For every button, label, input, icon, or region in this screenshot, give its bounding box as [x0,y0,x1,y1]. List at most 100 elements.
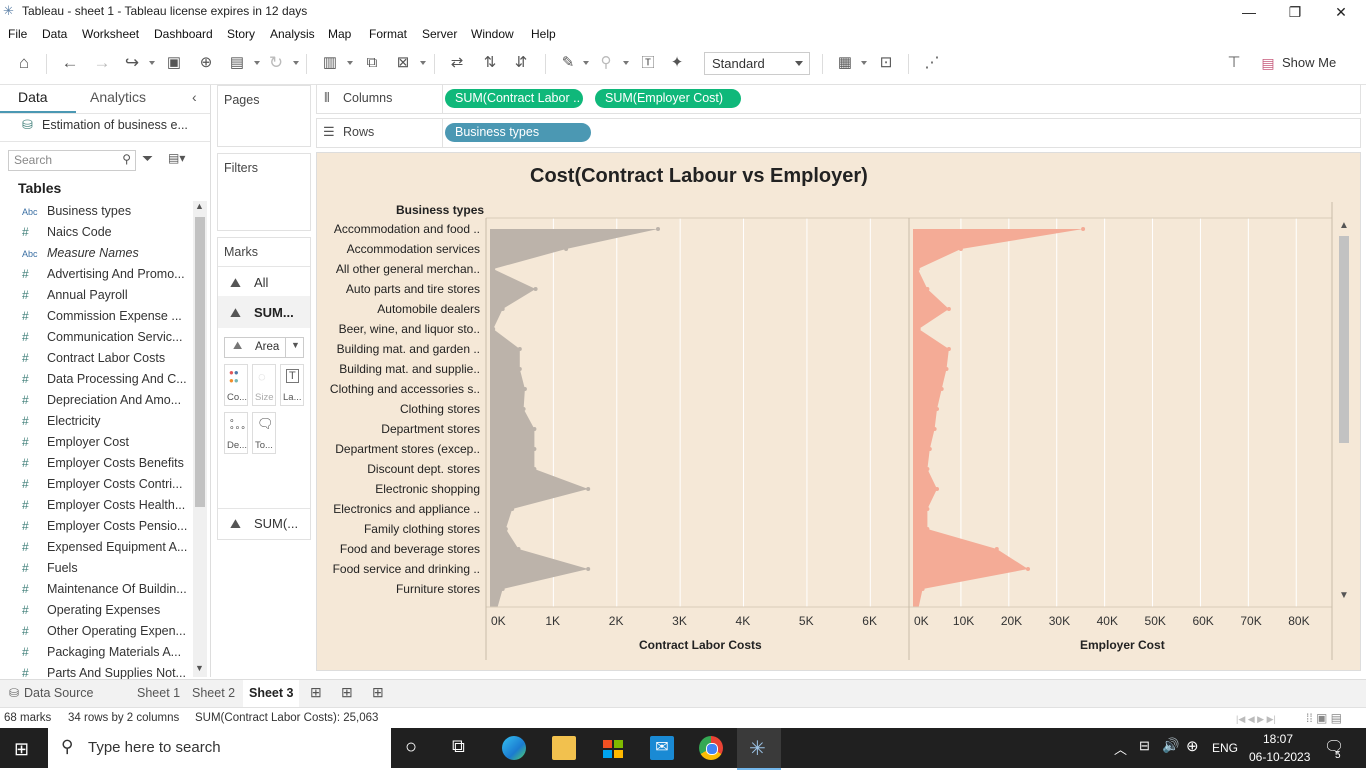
redo-icon[interactable]: → [93,53,111,72]
scroll-down-icon[interactable]: ▼ [1339,590,1349,601]
rows-shelf[interactable]: ☰ Rows Business types [316,118,1361,148]
undo-icon[interactable]: ← [61,53,79,72]
contract-labor-area-point[interactable] [532,427,537,431]
filters-card[interactable]: Filters [217,153,311,231]
store-icon[interactable] [601,736,625,760]
tab-data-source[interactable]: Data Source [24,686,94,700]
datasource-name[interactable]: Estimation of business e... [42,118,188,132]
menu-worksheet[interactable]: Worksheet [82,27,140,41]
tab-sheet-1[interactable]: Sheet 1 [137,686,181,700]
size-button[interactable]: ◌ Size [252,364,276,406]
detail-button[interactable]: ∘ ∘∘∘ De... [224,412,248,454]
field-item[interactable]: # Electricity [0,411,190,432]
tab-sheet-2[interactable]: Sheet 2 [192,686,236,700]
restore-button[interactable]: ❐ [1288,4,1302,20]
field-item[interactable]: # Commission Expense ... [0,306,190,327]
rows-pill-business-types[interactable]: Business types [445,123,591,142]
replay-icon[interactable]: ↪ [124,53,140,72]
notification-icon[interactable]: 🗨 [1324,739,1345,756]
sort-descending-icon[interactable]: ⇵ [514,54,528,71]
row-label[interactable]: All other general merchan.. [335,262,480,276]
tab-data[interactable]: Data [18,89,48,105]
employer-cost-area-point[interactable] [916,327,921,331]
field-item[interactable]: # Employer Costs Benefits [0,453,190,474]
field-item[interactable]: # Employer Cost [0,432,190,453]
refresh-icon[interactable]: ↻ [268,53,284,72]
row-label[interactable]: Discount dept. stores [367,462,480,476]
menu-data[interactable]: Data [42,27,68,41]
row-label[interactable]: Electronic shopping [375,482,480,496]
row-label[interactable]: Clothing and accessories s.. [329,382,480,396]
field-item[interactable]: # Employer Costs Pensio... [0,516,190,537]
contract-labor-area-point[interactable] [521,407,526,411]
employer-cost-area-point[interactable] [958,247,963,251]
employer-cost-area-point[interactable] [1081,227,1086,231]
contract-labor-area-point[interactable] [500,307,505,311]
label-button[interactable]: T La... [280,364,304,406]
contract-labor-area-point[interactable] [533,287,538,291]
taskbar-search[interactable]: ⚲ Type here to search [48,728,391,768]
contract-labor-area-point[interactable] [517,367,522,371]
row-label[interactable]: Electronics and appliance .. [333,502,480,516]
menu-file[interactable]: File [8,27,28,41]
row-label[interactable]: Food and beverage stores [339,542,480,556]
view-sorter-icon[interactable]: ⁞⁞ ▣ ▤ [1306,711,1343,725]
employer-cost-area-point[interactable] [925,287,930,291]
chart-svg[interactable]: 0K 1K 2K 3K 4K 5K 6K 0K 10K 20K 30K 40K 50K 60K 70K 80K [316,152,1359,669]
row-label[interactable]: Automobile dealers [377,302,480,316]
employer-cost-area-point[interactable] [932,427,937,431]
show-cards-icon[interactable]: ▦ [837,54,853,71]
scrollbar-thumb[interactable] [195,217,205,507]
presentation-mode-icon[interactable]: ⊡ [879,54,893,71]
contract-labor-area-point[interactable] [522,387,527,391]
contract-labor-area-point[interactable] [564,247,569,251]
clock-time[interactable]: 18:07 [1263,732,1294,746]
columns-shelf[interactable]: ⦀ Columns SUM(Contract Labor .. SUM(Empl… [316,84,1361,114]
cortana-icon[interactable]: ○ [405,736,418,758]
contract-labor-area-point[interactable] [500,587,505,591]
columns-pill-contract-labor[interactable]: SUM(Contract Labor .. [445,89,583,108]
employer-cost-area[interactable] [913,229,1084,607]
contract-labor-area-point[interactable] [656,227,660,231]
row-label[interactable]: Building mat. and garden .. [336,342,480,356]
duplicate-sheet-icon[interactable]: ⧉ [366,54,378,71]
row-label[interactable]: Food service and drinking .. [332,562,480,576]
menu-story[interactable]: Story [227,27,256,41]
viz-scrollbar[interactable]: ▲ ▼ [1337,220,1351,606]
field-item[interactable]: # Parts And Supplies Not... [0,663,190,684]
show-me-icon[interactable]: ▤ [1261,55,1275,71]
clear-sheet-icon[interactable]: ⊠ [396,54,410,71]
menu-analysis[interactable]: Analysis [270,27,315,41]
scrollbar-thumb[interactable] [1339,236,1349,443]
fix-axes-icon[interactable]: ✦ [670,54,684,71]
row-label[interactable]: Department stores (excep.. [335,442,480,456]
row-label[interactable]: Furniture stores [395,582,480,596]
language-indicator[interactable]: ENG [1212,741,1239,755]
scroll-up-icon[interactable]: ▲ [195,201,204,211]
field-item[interactable]: # Expensed Equipment A... [0,537,190,558]
columns-pill-employer-cost[interactable]: SUM(Employer Cost) [595,89,741,108]
device-preview-icon[interactable]: ⊤ [1227,54,1241,71]
group-members-icon[interactable]: ⚲ [600,54,612,71]
taskbar-search-input[interactable]: Type here to search [88,739,221,756]
contract-labor-area-point[interactable] [503,527,508,531]
row-label[interactable]: Building mat. and supplie.. [339,362,480,376]
tab-sheet-3[interactable]: Sheet 3 [249,686,294,700]
contract-labor-area[interactable] [490,229,658,607]
clock-date[interactable]: 06-10-2023 [1249,750,1311,764]
employer-cost-area-point[interactable] [1026,567,1030,571]
globe-icon[interactable]: ⊕ [1186,738,1199,755]
network-icon[interactable]: ⊟ [1139,738,1150,753]
mail-icon[interactable]: ✉ [650,736,674,760]
contract-labor-area-point[interactable] [491,327,496,331]
employer-cost-area-point[interactable] [939,387,944,391]
tableau-taskbar-button[interactable]: ✳ [737,728,781,770]
field-item[interactable]: # Contract Labor Costs [0,348,190,369]
save-icon[interactable]: ▣ [166,54,182,71]
menu-map[interactable]: Map [328,27,352,41]
field-item[interactable]: Abc Business types [0,201,190,222]
menu-window[interactable]: Window [471,27,514,41]
share-icon[interactable]: ⋰ [924,54,940,71]
color-button[interactable]: ●● ●● Co... [224,364,248,406]
field-item[interactable]: # Other Operating Expen... [0,621,190,642]
